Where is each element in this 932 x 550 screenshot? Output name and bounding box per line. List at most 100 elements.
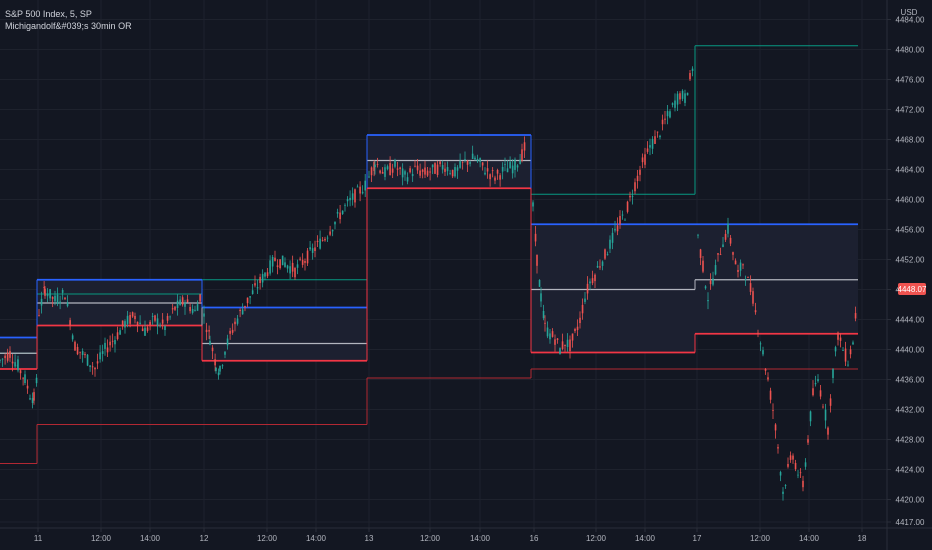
symbol-title[interactable]: S&P 500 Index, 5, SP: [5, 9, 92, 19]
candle-body: [604, 249, 606, 259]
candle-body: [208, 330, 210, 332]
candle-body: [697, 234, 699, 236]
candle-body: [621, 214, 624, 216]
candle-body: [824, 409, 827, 421]
candle-body: [326, 237, 329, 239]
candle-body: [351, 193, 354, 200]
candle-body: [239, 309, 241, 312]
candle-body: [256, 287, 259, 289]
candle-body: [176, 300, 179, 308]
candle-body: [174, 306, 176, 310]
candle-body: [116, 332, 119, 340]
candle-body: [331, 230, 334, 232]
candle-body: [784, 485, 787, 486]
candle-body: [246, 297, 249, 304]
candle-body: [782, 491, 784, 494]
candle-body: [822, 406, 824, 408]
indicator-title[interactable]: Michigandolf&#039;s 30min OR: [5, 21, 132, 31]
candle-body: [61, 290, 64, 293]
candle-body: [707, 299, 709, 302]
candle-body: [319, 238, 321, 249]
candle-body: [546, 327, 549, 337]
candle-body: [241, 309, 244, 315]
candle-body: [461, 161, 464, 163]
candle-body: [356, 186, 359, 188]
candle-body: [266, 272, 269, 277]
candle-body: [691, 68, 694, 71]
y-tick-label: 4428.00: [896, 436, 925, 445]
opening-range-fill: [202, 307, 367, 361]
price-axis[interactable]: USD 4417.00 4420.00 4424.00 4428.00 4432.00 4…: [886, 0, 925, 550]
candle-body: [852, 342, 854, 345]
candle-body: [737, 269, 739, 272]
candle-body: [219, 366, 221, 372]
candle-body: [532, 202, 534, 207]
candle-body: [86, 354, 89, 366]
candle-body: [837, 332, 839, 340]
candle-body: [14, 362, 16, 367]
candle-body: [26, 385, 29, 389]
candle-body: [686, 92, 689, 96]
y-tick-label: 4456.00: [896, 226, 925, 235]
current-price-tag-bg: [898, 282, 926, 295]
candle-body: [459, 161, 461, 168]
candle-body: [829, 398, 832, 406]
candle-body: [789, 455, 792, 460]
candle-body: [444, 168, 446, 172]
candle-body: [154, 315, 156, 321]
candle-body: [194, 309, 196, 311]
candle-body: [129, 314, 131, 324]
candle-body: [111, 340, 114, 342]
candle-body: [234, 321, 236, 325]
candle-body: [17, 359, 19, 371]
candle-body: [349, 197, 351, 201]
candle-body: [669, 111, 671, 118]
candle-body: [714, 265, 717, 275]
chart-legend: S&P 500 Index, 5, SP Michigandolf&#039;s…: [5, 8, 132, 32]
candle-body: [464, 158, 466, 160]
time-axis[interactable]: 11 12:00 14:00 12 12:00 14:00 13 12:00 14:00 16 12…: [0, 527, 932, 543]
candle-body: [849, 349, 852, 355]
y-tick-label: 4468.00: [896, 136, 925, 145]
candle-body: [489, 174, 491, 180]
candle-body: [22, 377, 24, 379]
candle-body: [734, 260, 737, 265]
x-tick-label: 18: [858, 534, 867, 543]
candle-body: [651, 139, 654, 149]
candle-body: [316, 240, 319, 243]
candle-body: [38, 315, 40, 316]
candle-body: [35, 377, 38, 384]
candle-body: [184, 302, 186, 307]
candle-body: [729, 237, 732, 244]
candle-body: [169, 316, 171, 318]
candle-body: [779, 472, 782, 476]
candle-body: [431, 164, 434, 168]
candle-body: [471, 153, 474, 159]
candle-body: [309, 247, 311, 250]
candle-body: [264, 272, 266, 277]
candle-body: [819, 390, 822, 397]
candle-body: [56, 294, 59, 304]
candle-body: [370, 167, 373, 176]
candle-body: [203, 313, 205, 317]
candle-body: [754, 310, 757, 313]
candle-body: [394, 160, 396, 167]
candle-body: [551, 331, 554, 337]
candle-body: [777, 447, 779, 449]
candle-body: [797, 474, 799, 476]
x-tick-label: 16: [530, 534, 539, 543]
candle-body: [501, 166, 504, 172]
candle-body: [752, 291, 754, 304]
candle-body: [666, 111, 669, 117]
candle-body: [676, 93, 679, 105]
candle-body: [84, 354, 86, 356]
candle-body: [654, 136, 656, 144]
candle-body: [324, 238, 326, 241]
candle-body: [717, 253, 719, 255]
candle-body: [792, 455, 794, 460]
candle-body: [214, 359, 216, 366]
candle-body: [611, 232, 614, 243]
candle-body: [747, 277, 749, 278]
candle-body: [456, 167, 459, 171]
